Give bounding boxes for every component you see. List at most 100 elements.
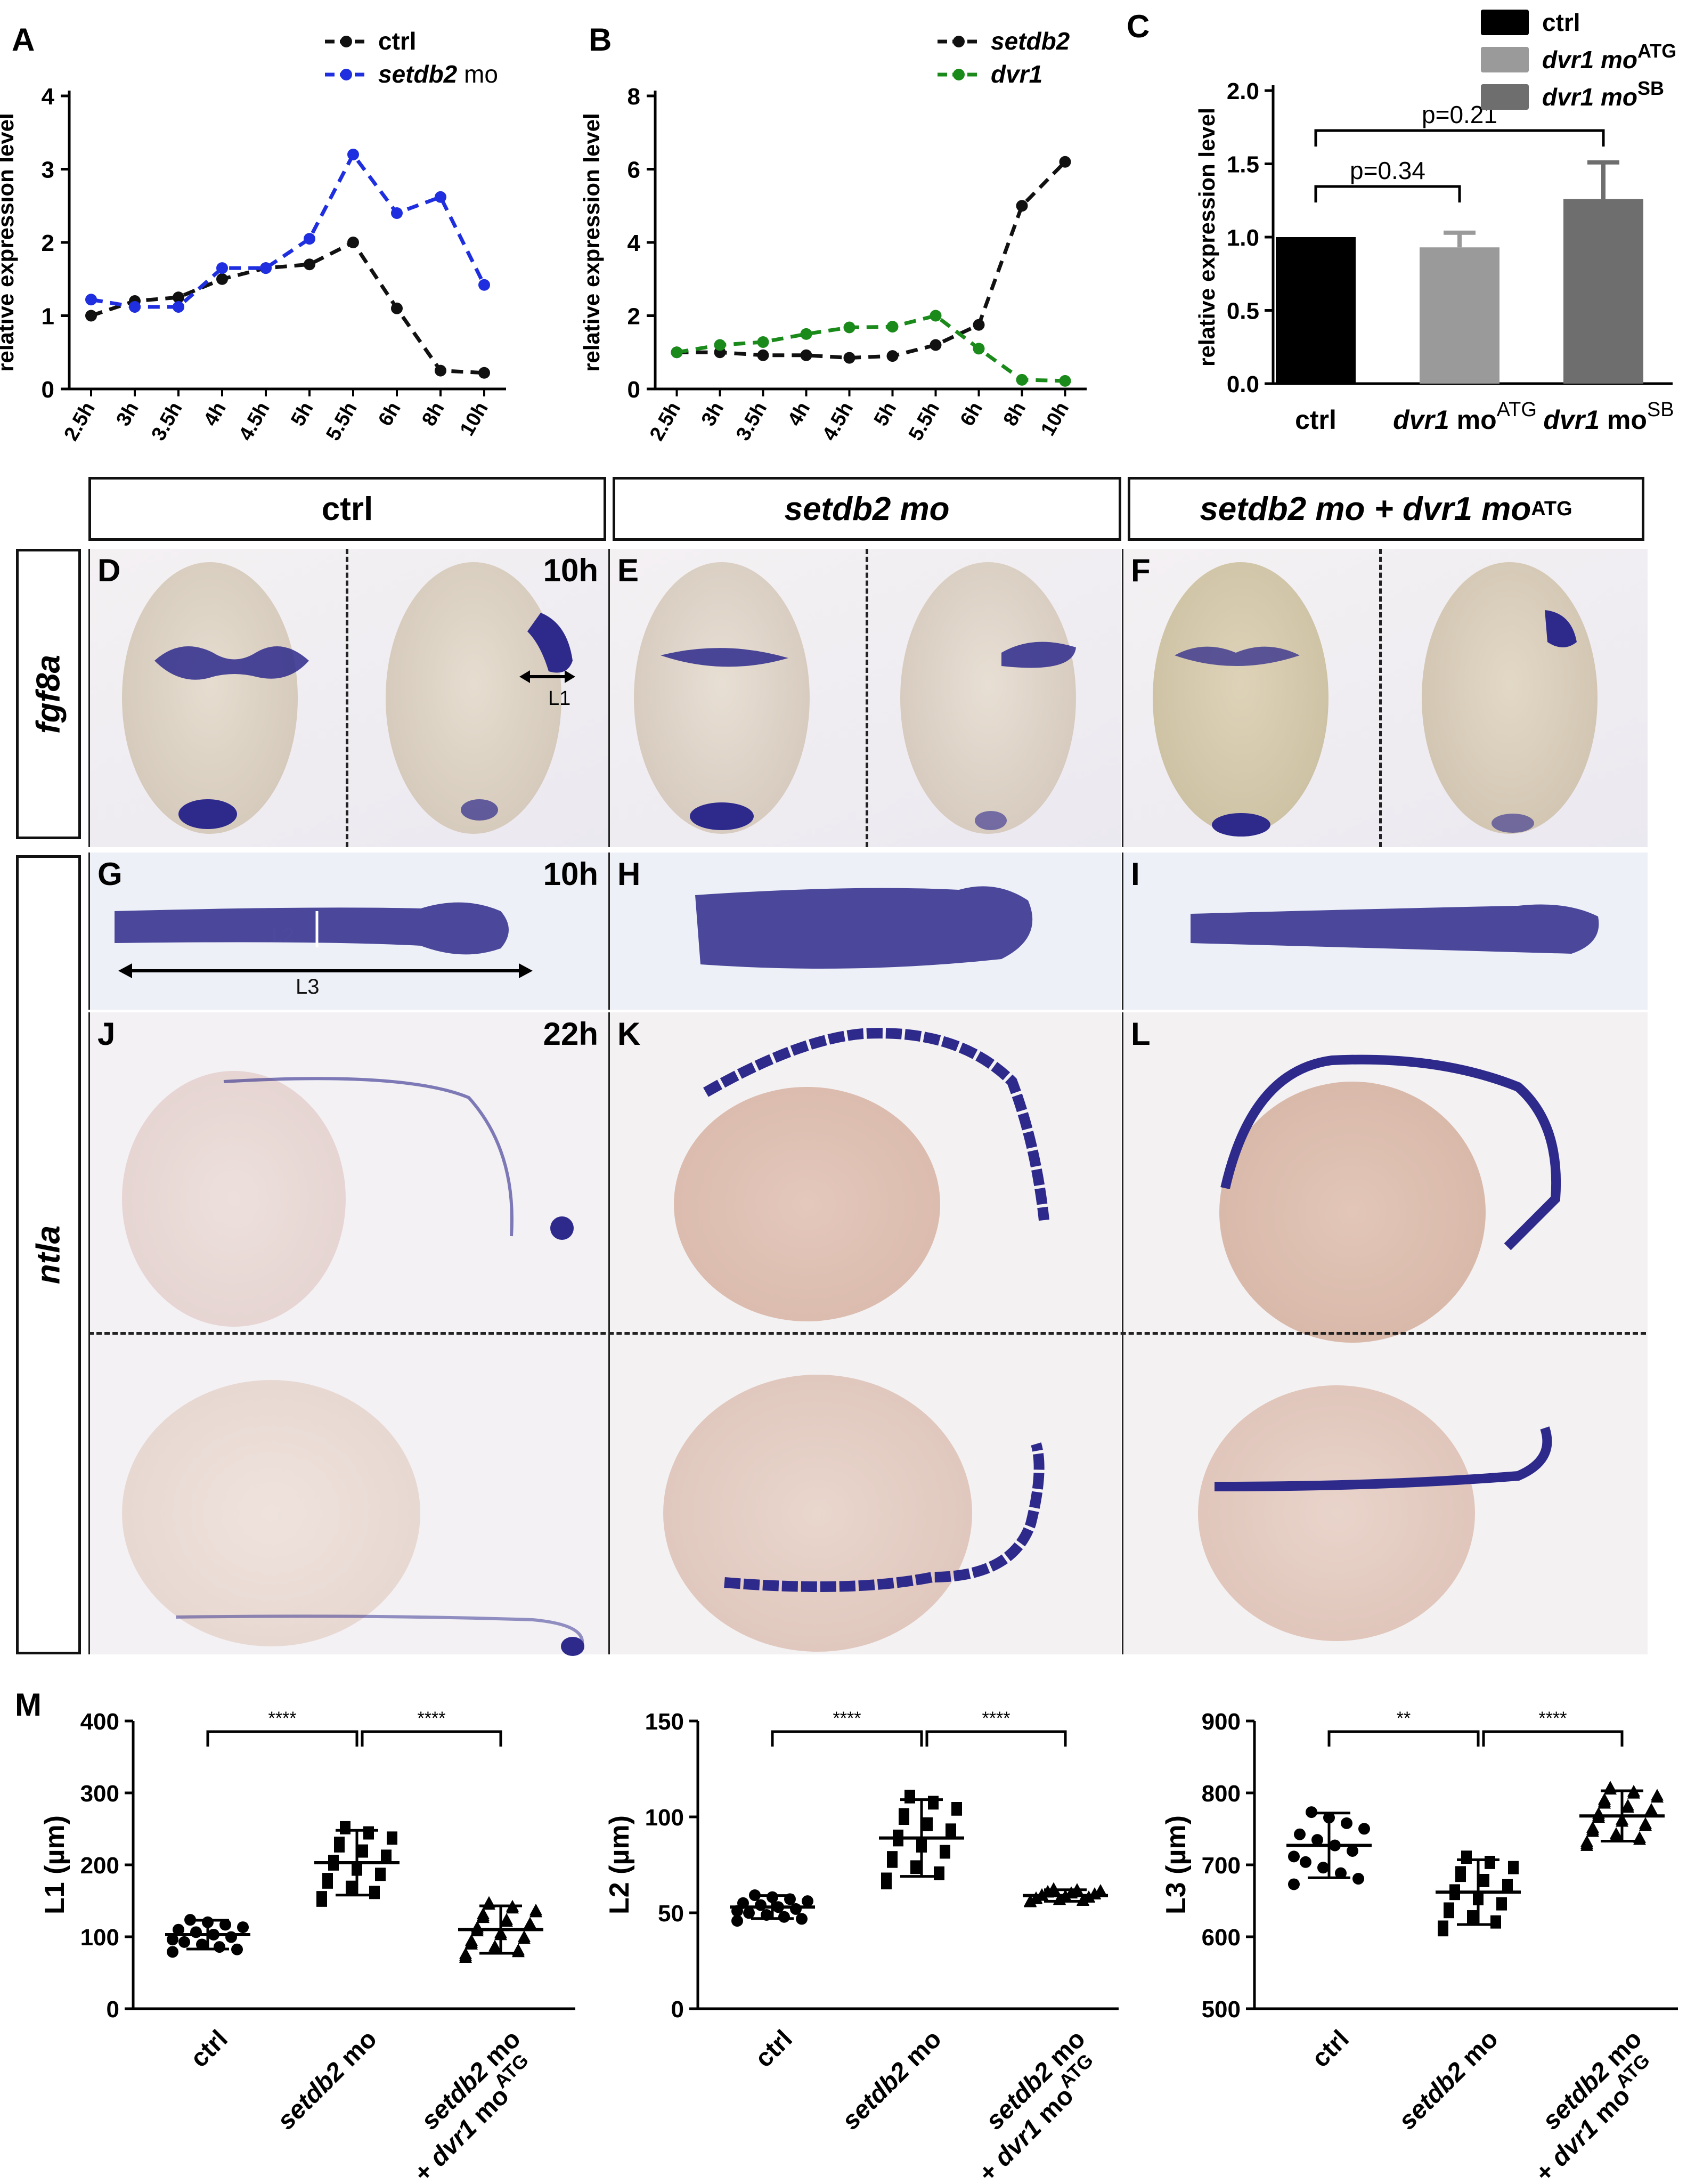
data-point <box>225 1931 237 1943</box>
y-tick-label: 1 <box>42 304 54 330</box>
data-point <box>518 1930 531 1942</box>
y-tick-label: 4 <box>42 84 55 110</box>
embryo-j-dorsal <box>122 1380 420 1646</box>
data-point <box>173 1923 184 1936</box>
image-panel-g: G 10h <box>88 853 608 1010</box>
data-point <box>214 1941 225 1953</box>
p-value-atg-label: p=0.34 <box>1350 157 1425 184</box>
y-tick-label: 0 <box>107 1996 119 2023</box>
p-value-sb-bracket <box>1314 129 1605 147</box>
significance-2-bracket <box>361 1730 502 1747</box>
y-tick-label: 0 <box>627 377 640 403</box>
data-point <box>167 1946 178 1958</box>
significance-1-label: ** <box>1397 1708 1411 1728</box>
column-header-sup: ATG <box>1531 497 1572 520</box>
legend-label-1: dvr1 moATG <box>1542 40 1676 74</box>
row-label-ntla-box: ntla <box>16 855 81 1654</box>
image-panel-h: H <box>608 853 1121 1010</box>
legend-marker-dvr1 <box>953 69 965 80</box>
x-tick-label: 8h <box>999 399 1031 430</box>
data-point <box>1586 1821 1599 1833</box>
data-point <box>1479 1874 1489 1885</box>
data-point <box>796 1913 808 1925</box>
data-point-dvr1 <box>973 343 985 355</box>
x-category-label: dvr1 moATG <box>1393 399 1537 435</box>
data-point <box>904 1789 915 1800</box>
data-point <box>778 1911 790 1923</box>
y-tick-label: 100 <box>645 1805 684 1831</box>
x-tick-label: 3h <box>112 399 143 430</box>
series-line-setdb2 <box>677 160 1066 360</box>
y-tick-label: 600 <box>1202 1925 1241 1951</box>
y-tick-label: 0 <box>671 1996 684 2023</box>
x-tick-label: 5.5h <box>322 399 361 445</box>
significance-1-bracket <box>1327 1730 1480 1747</box>
x-category-label: ctrl <box>1295 405 1336 435</box>
chart-b: 0 2 4 6 8 2.5h 3h 3.5h 4h 4.5h 5h 5.5h 6h 8h 10h relati… <box>579 27 1087 445</box>
image-panel-d: D 10h L1 <box>88 549 608 847</box>
column-header-setdb2-dvr1-text: setdb2 mo + dvr1 mo <box>1200 490 1531 527</box>
data-point-dvr1 <box>671 346 683 359</box>
data-point <box>231 1943 243 1955</box>
panel-label-e: E <box>617 553 639 588</box>
legend-label-setdb2-mo: setdb2 mo <box>378 60 498 88</box>
image-panel-i: I <box>1122 853 1648 1010</box>
data-point-dvr1 <box>886 321 899 333</box>
x-category-label: ctrl <box>1306 2025 1354 2073</box>
y-tick-label: 500 <box>1202 1996 1241 2023</box>
data-point <box>190 1926 202 1938</box>
data-point <box>167 1934 178 1946</box>
data-point <box>940 1845 950 1856</box>
time-label-g: 10h <box>543 856 598 892</box>
data-point-setdb2-mo <box>347 149 359 160</box>
data-point <box>488 1939 501 1952</box>
data-point <box>196 1938 208 1951</box>
embryo-f-lateral <box>1422 562 1598 834</box>
significance-2-label: **** <box>418 1708 446 1728</box>
embryo-e-dorsal <box>634 562 810 834</box>
data-point <box>731 1915 743 1927</box>
legend-swatch-2 <box>1481 84 1529 110</box>
embryo-k-lateral <box>674 1087 940 1321</box>
data-point-dvr1 <box>930 310 942 322</box>
data-point-setdb2 <box>1016 200 1028 212</box>
x-category-label: setdb2 mo <box>1393 2025 1504 2135</box>
row-label-fgf8a: fgf8a <box>30 654 67 734</box>
x-tick-label: 4h <box>784 399 815 430</box>
panel-label-b: B <box>589 22 612 58</box>
panel-label-k: K <box>617 1016 641 1052</box>
y-tick-label: 50 <box>658 1901 684 1927</box>
data-point-ctrl <box>478 367 490 379</box>
data-point <box>1621 1799 1634 1811</box>
data-point <box>316 1891 327 1902</box>
legend-swatch-0 <box>1481 10 1529 35</box>
x-tick-label: 3.5h <box>732 399 771 445</box>
y-tick-label: 0.5 <box>1227 298 1259 324</box>
y-tick-label: 4 <box>627 230 641 256</box>
data-point-setdb2-mo <box>391 207 403 219</box>
data-point-dvr1 <box>1016 374 1028 386</box>
y-tick-label: 2 <box>42 230 54 256</box>
x-tick-label: 6h <box>956 399 988 430</box>
x-tick-label: 10h <box>456 399 493 440</box>
chart-c: 0.0 0.5 1.0 1.5 2.0 relative expression level… <box>1194 9 1676 435</box>
significance-1-label: **** <box>833 1708 861 1728</box>
data-point-setdb2-mo <box>478 279 490 291</box>
data-point <box>1610 1827 1623 1839</box>
data-point <box>1311 1834 1323 1846</box>
legend-marker-setdb2 <box>953 36 965 47</box>
data-point <box>881 1872 892 1883</box>
x-tick-label: 2.5h <box>646 399 685 445</box>
data-point <box>1651 1789 1664 1801</box>
data-point-dvr1 <box>714 339 726 351</box>
y-tick-label: 2.0 <box>1227 78 1259 104</box>
data-point <box>928 1796 939 1807</box>
data-point-setdb2-mo <box>129 301 141 313</box>
data-point-setdb2-mo <box>304 233 315 245</box>
embryo-d-dorsal <box>122 562 298 834</box>
x-tick-label: 3h <box>697 399 729 430</box>
data-point <box>1024 1894 1037 1906</box>
data-point-ctrl <box>391 302 403 314</box>
